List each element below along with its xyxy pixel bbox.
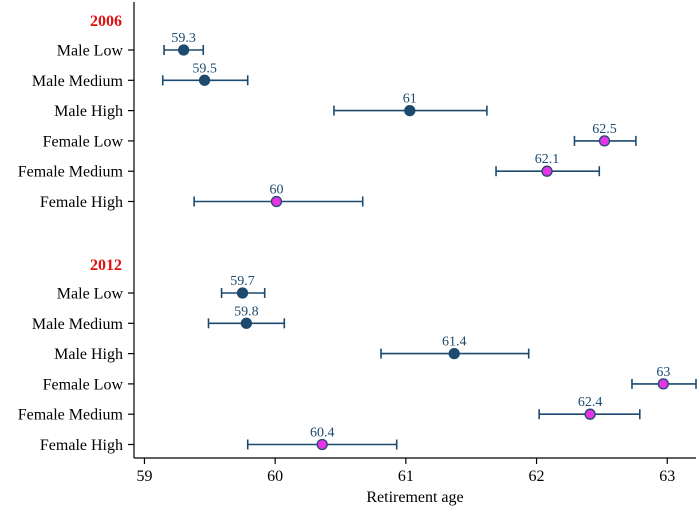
data-point — [240, 317, 253, 329]
group-title: 2012 — [90, 257, 122, 274]
data-label: 62.5 — [592, 122, 617, 137]
data-point — [598, 135, 611, 147]
row-label: Female Low — [43, 376, 124, 393]
data-point — [584, 408, 596, 420]
data-label: 59.3 — [171, 31, 196, 46]
row-label: Female Medium — [18, 407, 124, 424]
row-labels: Male Low Male Medium Male High Female Low Fe… — [18, 43, 134, 454]
row-label: Male High — [54, 346, 123, 363]
data-point — [316, 438, 328, 451]
row-label: Female Medium — [18, 164, 124, 181]
data-point — [541, 165, 553, 177]
data-label: 62.1 — [535, 152, 560, 167]
row-label: Male Low — [57, 286, 124, 303]
data-point — [270, 195, 283, 208]
data-label: 59.8 — [234, 304, 259, 319]
x-tick-label: 62 — [529, 468, 545, 485]
group-title: 2006 — [90, 13, 122, 30]
data-marks: 59.3 59.5 61 62.5 62.1 60 59.7 59.8 61.4 63 62.4 60… — [161, 31, 697, 451]
x-tick-label: 63 — [659, 468, 675, 485]
data-point — [178, 44, 190, 56]
x-axis-ticks: 59 60 61 62 63 — [136, 458, 675, 485]
data-label: 62.4 — [578, 395, 603, 410]
data-point — [657, 378, 669, 390]
data-label: 59.7 — [230, 274, 255, 289]
data-label: 61 — [403, 92, 417, 107]
row-label: Male Medium — [32, 316, 124, 333]
data-label: 60.4 — [310, 426, 335, 441]
data-point — [404, 104, 416, 117]
data-label: 60 — [269, 183, 283, 198]
row-label: Female High — [40, 194, 123, 211]
axes: 59 60 61 62 63 Retirement age — [133, 2, 696, 506]
data-point — [448, 347, 460, 360]
x-tick-label: 59 — [136, 468, 152, 485]
data-point — [198, 74, 211, 86]
row-label: Male Medium — [32, 73, 124, 90]
row-label: Male High — [54, 103, 123, 120]
x-tick-label: 60 — [267, 468, 283, 485]
x-axis-title: Retirement age — [366, 489, 463, 506]
row-label: Female High — [40, 437, 123, 454]
row-label: Female Low — [43, 133, 124, 150]
data-label: 63 — [656, 365, 670, 380]
row-label: Male Low — [57, 43, 124, 60]
x-tick-label: 61 — [398, 468, 414, 485]
group-titles: 2006 2012 — [90, 13, 122, 274]
data-point — [236, 287, 249, 299]
data-label: 59.5 — [192, 61, 217, 76]
data-label: 61.4 — [442, 335, 467, 350]
